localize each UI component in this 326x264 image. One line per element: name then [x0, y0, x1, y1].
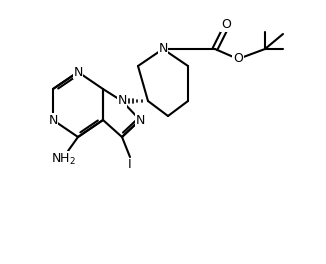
- Text: O: O: [233, 53, 243, 65]
- Text: N: N: [48, 114, 58, 126]
- Text: O: O: [221, 18, 231, 31]
- Text: NH$_2$: NH$_2$: [51, 152, 76, 167]
- Text: I: I: [128, 158, 132, 172]
- Text: N: N: [73, 65, 83, 78]
- Text: N: N: [158, 43, 168, 55]
- Text: N: N: [117, 95, 127, 107]
- Text: N: N: [135, 114, 145, 126]
